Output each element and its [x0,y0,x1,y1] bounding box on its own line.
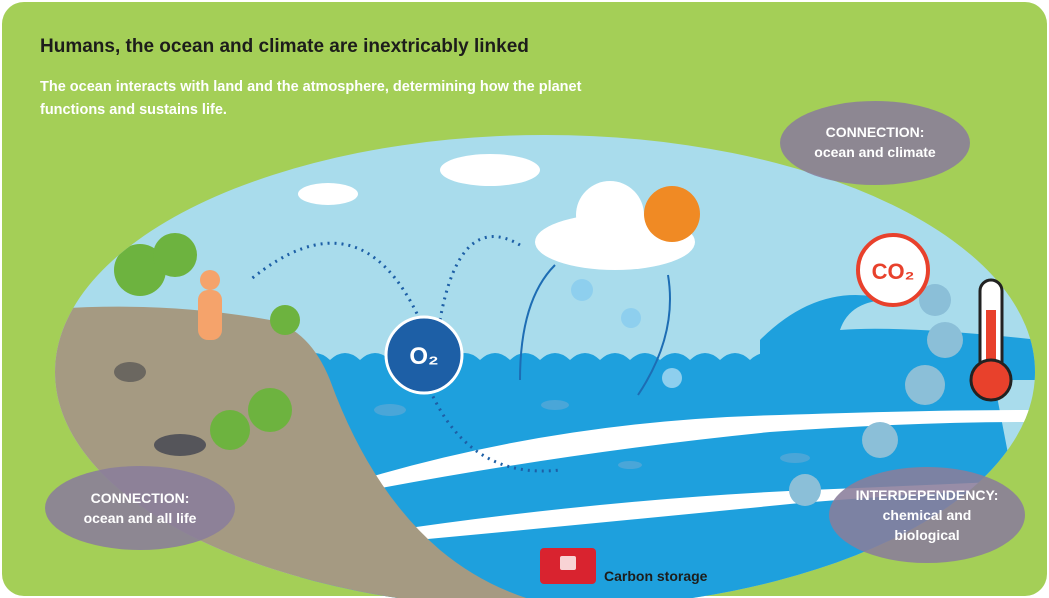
bubble-heading: INTERDEPENDENCY: [856,487,999,503]
bubble-heading: CONNECTION: [91,490,190,506]
tree [248,388,292,432]
subtitle: functions and sustains life. [40,102,227,118]
drop [662,368,682,388]
drop [571,279,593,301]
fish [541,400,569,410]
sun [644,186,700,242]
bubble-text: ocean and all life [84,510,197,526]
fish [374,404,406,416]
carbon-storage-label: Carbon storage [604,568,708,584]
person [198,290,222,340]
subtitle: The ocean interacts with land and the at… [40,79,582,95]
drop [621,308,641,328]
co2-label: CO₂ [872,259,915,284]
bubble-text: ocean and climate [814,144,936,160]
wolf [154,434,206,456]
gas [905,365,945,405]
page: Humans, the ocean and climate are inextr… [0,0,1049,598]
tree [210,410,250,450]
title: Humans, the ocean and climate are inextr… [40,36,529,57]
cloud [298,183,358,205]
gas [789,474,821,506]
oxygen-label: O₂ [409,343,438,370]
gas [927,322,963,358]
cloud [440,154,540,186]
fish [780,453,810,463]
gas [862,422,898,458]
rabbit [114,362,146,382]
infographic: Humans, the ocean and climate are inextr… [0,0,1049,598]
lock [560,556,576,570]
bubble-text: chemical and [883,507,972,523]
tree [270,305,300,335]
tree [153,233,197,277]
thermometer-bulb [971,360,1011,400]
bubble-text: biological [894,527,959,543]
bubble-heading: CONNECTION: [826,124,925,140]
person-head [200,270,220,290]
cloud [576,181,644,249]
bubble [45,466,235,550]
bubble [780,101,970,185]
fish [618,461,642,469]
